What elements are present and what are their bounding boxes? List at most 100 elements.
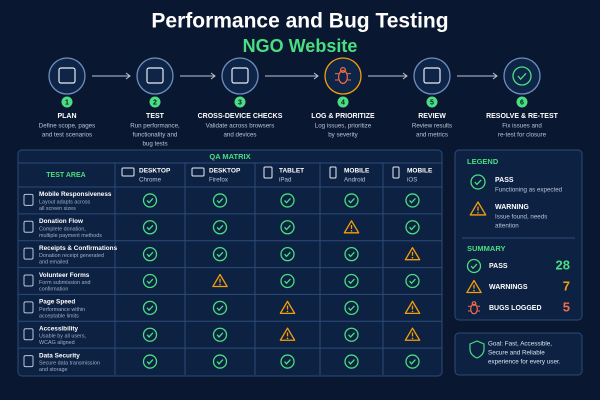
area-name: Donation Flow	[39, 218, 83, 225]
step-number: 3	[238, 99, 242, 106]
area-name: Page Speed	[39, 299, 75, 306]
pass-icon	[212, 300, 228, 316]
pass-icon	[405, 220, 420, 235]
area-icon	[23, 274, 34, 287]
check-mark	[284, 359, 291, 365]
device-name: DESKTOP	[209, 168, 241, 175]
matrix-title: QA MATRIX	[209, 152, 250, 161]
area-description: multiple payment methods	[39, 233, 102, 239]
legend-title: LEGEND	[467, 157, 499, 166]
warning-dot	[411, 337, 414, 340]
pass-icon	[280, 273, 295, 289]
step-description: Define scope, pages	[39, 123, 95, 130]
check-mark	[216, 251, 224, 258]
browser-name: Chrome	[139, 177, 162, 184]
bug-head	[340, 66, 347, 73]
area-name: Accessibility	[39, 325, 79, 332]
area-icon	[23, 301, 34, 314]
step-circle	[48, 57, 86, 95]
step-circle	[136, 57, 174, 95]
check-mark	[146, 278, 154, 285]
area-description: Layout adapts across	[39, 199, 91, 205]
warning-dot	[411, 256, 414, 259]
check-mark	[146, 251, 154, 258]
summary-label: PASS	[489, 263, 508, 270]
area-header: TEST AREA	[46, 172, 85, 179]
bug-icon	[338, 69, 349, 84]
check-mark	[216, 332, 224, 338]
warning-icon	[404, 327, 421, 341]
device-name: DESKTOP	[139, 168, 171, 175]
matrix-panel	[17, 149, 443, 377]
area-icon	[23, 247, 34, 260]
pass-icon	[280, 354, 295, 369]
step-number: 6	[520, 99, 524, 106]
step-number: 4	[341, 99, 345, 106]
browser-name: Android	[344, 177, 366, 184]
step-icon	[146, 67, 164, 84]
pass-icon	[212, 327, 228, 342]
title: Performance and Bug Testing	[151, 10, 448, 33]
check-mark	[284, 198, 291, 204]
check-mark	[409, 278, 416, 285]
pass-icon	[142, 327, 158, 342]
goal-text: experience for every user.	[488, 359, 561, 366]
device-icon	[121, 167, 135, 177]
pass-icon	[212, 246, 228, 262]
arrow	[180, 72, 216, 80]
warning-icon	[279, 327, 296, 341]
pass-icon	[142, 220, 158, 235]
check-mark	[284, 251, 291, 258]
bug-legs	[335, 73, 351, 81]
pass-icon	[344, 246, 359, 262]
legend-description: attention	[495, 223, 519, 230]
pass-icon	[405, 193, 420, 208]
step-icon	[423, 67, 441, 84]
pass-icon	[405, 273, 420, 289]
step-description: functionality and	[133, 132, 178, 139]
check-mark	[146, 359, 154, 365]
step-description: and metrics	[416, 132, 448, 139]
pass-icon	[344, 193, 359, 208]
area-description: Complete donation,	[39, 226, 86, 232]
check-mark	[409, 198, 416, 204]
pass-icon	[212, 193, 228, 208]
area-description: Secure data transmission	[39, 361, 100, 367]
device-icon	[392, 166, 400, 179]
goal-panel	[454, 332, 583, 376]
pass-icon	[344, 273, 359, 289]
check-mark	[517, 72, 527, 81]
step-title: REVIEW	[418, 113, 446, 120]
warning-icon	[279, 300, 296, 315]
step-description: Validate across browsers	[206, 123, 275, 130]
step-title: LOG & PRIORITIZE	[311, 113, 375, 120]
area-name: Receipts & Confirmations	[39, 245, 118, 252]
warning-dot	[219, 283, 221, 286]
step-badge	[61, 96, 73, 108]
arrow	[457, 72, 498, 80]
check-mark	[146, 332, 154, 338]
check-mark	[146, 305, 154, 312]
step-description: Review results	[412, 123, 452, 130]
legend-label: WARNING	[495, 204, 529, 211]
device-name: TABLET	[279, 168, 304, 175]
step-circle	[503, 57, 541, 95]
pass-icon	[212, 220, 228, 235]
goal-text: Goal: Fast, Accessible,	[488, 341, 552, 348]
check-mark	[348, 305, 355, 312]
goal-text: Secure and Reliable	[488, 350, 545, 357]
summary-count: 28	[556, 257, 570, 272]
warning-dot	[350, 230, 353, 232]
check-mark	[348, 332, 355, 338]
legend-description: Issue found, needs	[495, 214, 547, 221]
summary-count: 5	[563, 299, 570, 314]
summary-label: WARNINGS	[489, 284, 528, 291]
device-icon	[329, 166, 337, 179]
check-mark	[216, 359, 224, 365]
device-icon	[191, 167, 205, 177]
pass-icon	[142, 193, 158, 208]
bug-icon	[470, 303, 478, 315]
summary-title: SUMMARY	[467, 244, 505, 253]
